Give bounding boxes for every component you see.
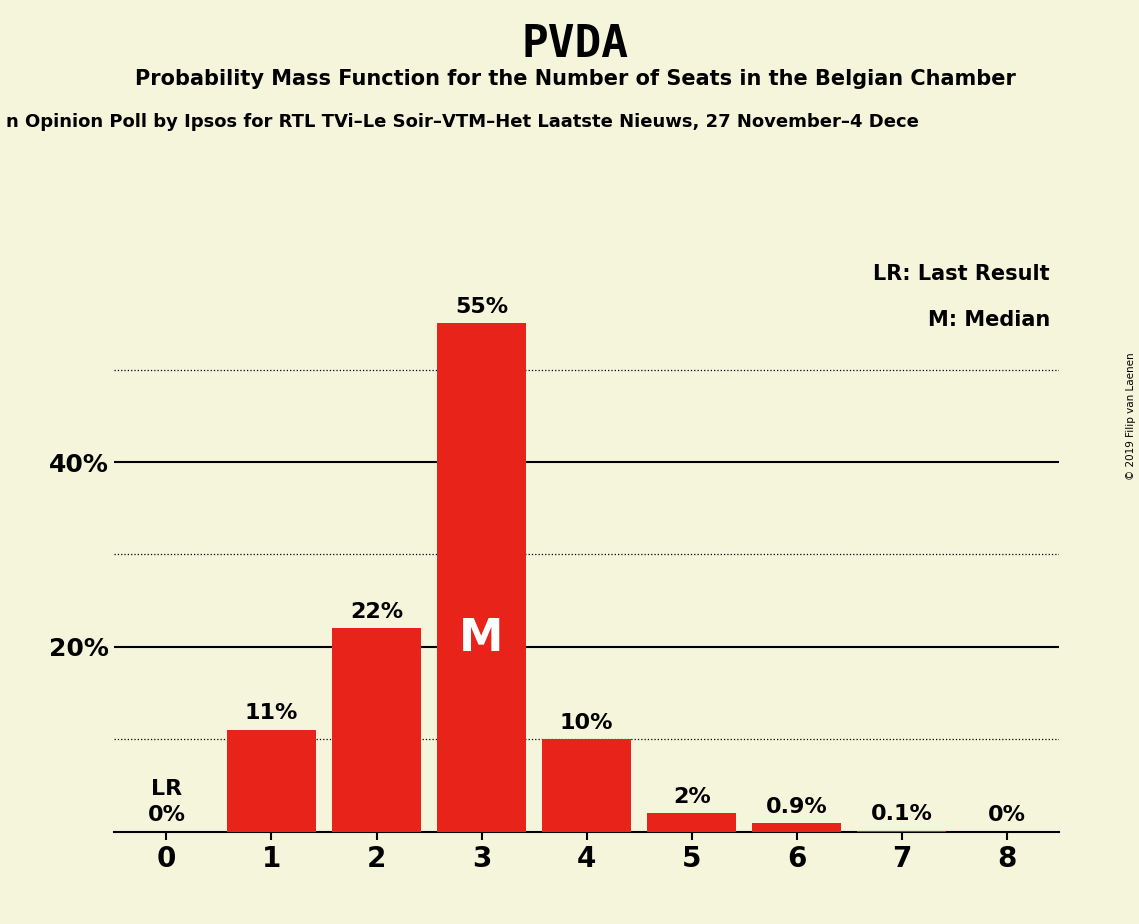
Text: 0%: 0%	[147, 805, 186, 825]
Text: LR: Last Result: LR: Last Result	[874, 264, 1050, 285]
Text: LR: LR	[150, 779, 182, 799]
Text: 22%: 22%	[350, 602, 403, 622]
Bar	[647, 813, 736, 832]
Bar	[542, 739, 631, 832]
Text: 0.9%: 0.9%	[765, 796, 828, 817]
Bar	[752, 823, 842, 832]
Text: n Opinion Poll by Ipsos for RTL TVi–Le Soir–VTM–Het Laatste Nieuws, 27 November–: n Opinion Poll by Ipsos for RTL TVi–Le S…	[6, 113, 918, 130]
Text: 2%: 2%	[673, 786, 711, 807]
Bar	[437, 323, 526, 832]
Bar	[227, 730, 317, 832]
Text: 0%: 0%	[988, 805, 1026, 825]
Bar	[331, 628, 421, 832]
Bar	[857, 831, 947, 832]
Text: 0.1%: 0.1%	[871, 804, 933, 824]
Text: M: Median: M: Median	[927, 310, 1050, 330]
Text: 55%: 55%	[454, 297, 508, 317]
Text: M: M	[459, 617, 503, 660]
Text: © 2019 Filip van Laenen: © 2019 Filip van Laenen	[1126, 352, 1136, 480]
Text: 10%: 10%	[560, 712, 613, 733]
Text: Probability Mass Function for the Number of Seats in the Belgian Chamber: Probability Mass Function for the Number…	[134, 69, 1016, 90]
Text: 11%: 11%	[245, 703, 298, 723]
Text: PVDA: PVDA	[522, 23, 629, 67]
